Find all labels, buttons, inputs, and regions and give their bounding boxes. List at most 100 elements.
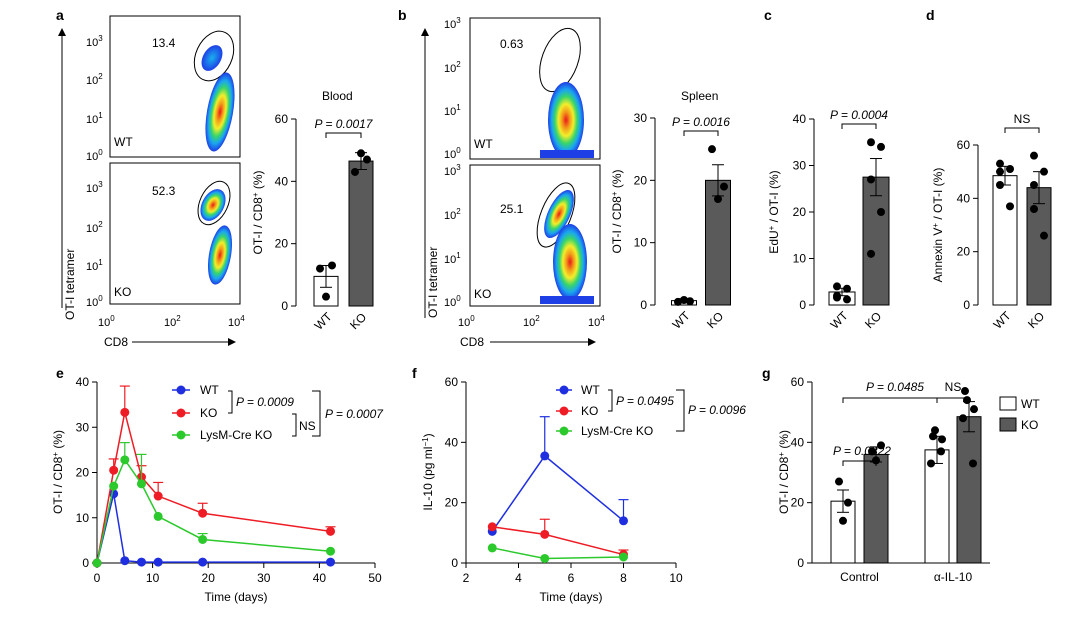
bar-c-point: [867, 249, 875, 258]
bar-g-point: [835, 477, 843, 486]
panel-letter-e: e: [56, 365, 64, 381]
bar-g-bracket-ctrl: [842, 460, 877, 466]
bar-c-ytick-label: 20: [793, 205, 807, 219]
line-e-point: [136, 557, 146, 567]
line-e-point: [120, 455, 130, 465]
bar-d-ylabel: Annexin V+ / OT-I (%): [931, 168, 946, 283]
flow-ylabel-b: OT-I tetramer: [426, 247, 440, 318]
flow-b-bottom-value: 25.1: [500, 202, 524, 216]
bar-c-ytick-label: 40: [793, 112, 807, 126]
bar-g-bracket-top: [842, 397, 970, 403]
line-e-series-0: [96, 493, 331, 564]
line-e-point: [109, 481, 119, 491]
flow-xlabel-a: CD8: [104, 335, 128, 349]
bar-c-point: [833, 293, 841, 302]
bar-c-xtick-ko: KO: [862, 309, 884, 331]
line-e-xtick-label: 0: [94, 571, 101, 585]
line-f-ytick-label: 20: [445, 496, 459, 510]
legend-e-p1: P = 0.0009: [236, 395, 294, 409]
flow-plot-b: OT-I tetramer 103 102 101 100 103 102 10…: [421, 16, 605, 349]
line-f-xtick-label: 6: [568, 571, 575, 585]
bar-b-ytick-label: 0: [640, 298, 647, 312]
panel-letter-d: d: [926, 7, 935, 23]
bar-a-point: [322, 292, 330, 301]
bar-d-point: [1040, 167, 1048, 176]
bar-d-pvalue: NS: [1014, 112, 1031, 126]
legend-e-p2: NS: [299, 419, 316, 433]
line-f-xtick-label: 2: [463, 571, 470, 585]
bar-a-point: [351, 167, 359, 176]
line-e-point: [109, 465, 119, 475]
line-e-point: [326, 546, 336, 556]
bar-d-ytick-label: 60: [957, 138, 971, 152]
bar-c-point: [843, 295, 851, 304]
bar-a-bracket: [325, 132, 362, 138]
line-f-ylabel: IL-10 (pg ml−1): [421, 433, 436, 510]
bar-g-xtick-1: α-IL-10: [934, 570, 973, 584]
bar-d-point: [1030, 151, 1038, 160]
bar-b-xtick-wt: WT: [670, 308, 694, 332]
bar-d-point: [996, 159, 1004, 168]
legend-g: WT KO: [999, 396, 1040, 432]
legend-e-lysm: LysM-Cre KO: [200, 428, 272, 442]
flow-b-ytick2-1e2: 102: [444, 207, 461, 222]
bar-a-point: [328, 261, 336, 270]
line-e-xlabel: Time (days): [205, 590, 268, 604]
legend-f: WT KO LysM-Cre KO P = 0.0495 P = 0.0096: [556, 383, 746, 438]
line-f-point: [540, 451, 550, 461]
flow-b-bottom-genotype: KO: [474, 287, 491, 301]
bar-c-ytick-label: 30: [793, 159, 807, 173]
line-e-ylabel: OT-I / CD8+ (%): [51, 430, 66, 514]
panel-letter-c: c: [764, 7, 772, 23]
bar-d-xtick-wt: WT: [991, 308, 1015, 332]
flow-b-top-value: 0.63: [500, 37, 524, 51]
bar-a-point: [316, 264, 324, 273]
bar-d-point: [996, 167, 1004, 176]
line-e-xtick-label: 30: [257, 571, 271, 585]
bar-b-point: [714, 195, 722, 204]
line-f-xlabel: Time (days): [540, 590, 603, 604]
flow-a-bottom-value: 52.3: [152, 184, 176, 198]
bar-d-ko: [1026, 187, 1052, 306]
legend-e-p3: P = 0.0007: [325, 407, 384, 421]
line-e-ytick-label: 30: [76, 420, 90, 434]
flow-a-ytick2-1e0: 100: [86, 294, 103, 309]
line-e-xtick-label: 50: [368, 571, 382, 585]
line-f-series-1: [492, 526, 624, 556]
flow-b-ytick2-1e3: 103: [444, 163, 461, 178]
bar-d-point: [1006, 165, 1014, 173]
flow-a-xtick-1e0: 100: [98, 314, 115, 329]
line-f-point: [619, 516, 628, 526]
bar-g-ko-1: [956, 416, 982, 564]
legend-f-ko: KO: [581, 404, 598, 418]
bar-b-point: [708, 145, 716, 154]
bar-b-point: [680, 296, 688, 305]
bar-c-point: [877, 142, 885, 151]
line-e-xtick-label: 40: [313, 571, 327, 585]
flow-a-ytick2-1e2: 102: [86, 220, 103, 235]
legend-f-wt: WT: [581, 383, 600, 397]
line-e-point: [326, 557, 336, 567]
flow-a-xtick-1e4: 104: [228, 314, 245, 329]
bar-b-point: [674, 297, 682, 306]
bar-d-ytick-label: 0: [963, 298, 970, 312]
bar-g-point: [872, 456, 880, 465]
line-e-point: [136, 479, 146, 489]
bar-b-point: [720, 182, 728, 191]
flow-b-ytick-1e1: 101: [444, 103, 461, 118]
bar-g-point: [970, 405, 978, 414]
panel-letter-g: g: [762, 365, 771, 381]
bar-c-bracket: [841, 123, 877, 129]
bar-d-ytick-label: 20: [957, 245, 971, 259]
panel-letter-b: b: [398, 7, 407, 23]
line-f-xtick-label: 4: [515, 571, 522, 585]
bar-g-ytick-label: 20: [791, 496, 805, 510]
bar-a-ylabel: OT-I / CD8+ (%): [251, 170, 266, 254]
line-f-xtick-label: 8: [620, 571, 627, 585]
line-f-ytick-label: 40: [445, 435, 459, 449]
legend-f-p2: P = 0.0096: [688, 403, 746, 417]
bar-a-xtick-wt: WT: [312, 309, 336, 333]
bar-d-point: [1006, 202, 1014, 211]
bar-g-point: [938, 435, 946, 444]
